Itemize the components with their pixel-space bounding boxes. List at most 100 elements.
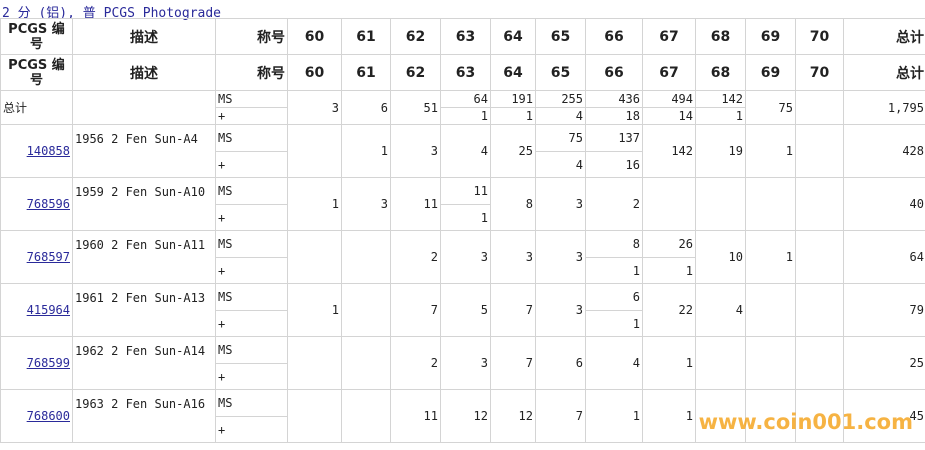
grade-70-count: [795, 389, 844, 443]
coin-description: 1961 2 Fen Sun-A13: [72, 283, 216, 337]
grade-66-count: 1: [585, 389, 643, 443]
grade-63-count: 12: [440, 389, 491, 443]
grade-62-count: 2: [390, 230, 441, 284]
header-grade-60[interactable]: 60: [287, 18, 342, 55]
pcgs-number-link[interactable]: 768597: [26, 250, 70, 264]
header-grade-64[interactable]: 64: [490, 18, 536, 55]
header-grade-61[interactable]: 61: [341, 18, 391, 55]
grade-60-count: 3: [287, 90, 342, 125]
header-row: PCGS 编号 描述 称号 60 61 62 63 64 65 66 67 68 69 70 总计: [0, 54, 925, 91]
grade-62-count: 7: [390, 283, 441, 337]
header-grade-69[interactable]: 69: [745, 54, 796, 91]
table-row: 768599 1962 2 Fen Sun-A14 MS 2 3 7 6 4 1 25: [0, 336, 925, 390]
header-grade-65[interactable]: 65: [535, 18, 586, 55]
pcgs-number: 768597: [0, 230, 73, 284]
header-grade-64[interactable]: 64: [490, 54, 536, 91]
header-grade-63[interactable]: 63: [440, 18, 491, 55]
grade-65-plus-count: 4: [535, 107, 586, 125]
pcgs-number-link[interactable]: 768596: [26, 197, 70, 211]
grade-63-count: 3: [440, 230, 491, 284]
header-grade-69[interactable]: 69: [745, 18, 796, 55]
coin-description: 1963 2 Fen Sun-A16: [72, 389, 216, 443]
designation-ms: MS: [215, 124, 288, 152]
header-grade-65[interactable]: 65: [535, 54, 586, 91]
header-description[interactable]: 描述: [72, 18, 216, 55]
header-grade-63[interactable]: 63: [440, 54, 491, 91]
coin-description: 1959 2 Fen Sun-A10: [72, 177, 216, 231]
grade-67-count: 22: [642, 283, 696, 337]
header-designation[interactable]: 称号: [215, 18, 288, 55]
page-title-link[interactable]: 2 分 (铝), 普 PCGS Photograde: [2, 6, 222, 21]
header-grade-68[interactable]: 68: [695, 18, 746, 55]
header-designation[interactable]: 称号: [215, 54, 288, 91]
grade-62-count: 2: [390, 336, 441, 390]
header-description[interactable]: 描述: [72, 54, 216, 91]
header-row: PCGS 编号 描述 称号 60 61 62 63 64 65 66 67 68 69 70 总计: [0, 18, 925, 55]
grade-60-count: 1: [287, 177, 342, 231]
grade-70-count: [795, 283, 844, 337]
coin-description: 1960 2 Fen Sun-A11: [72, 230, 216, 284]
grade-62-count: 11: [390, 389, 441, 443]
grade-64-count: 12: [490, 389, 536, 443]
grade-64-count: 7: [490, 336, 536, 390]
table-row-plus: +1: [1, 204, 925, 231]
header-grade-66[interactable]: 66: [585, 54, 643, 91]
grade-70-count: [795, 336, 844, 390]
grade-69-count: 75: [745, 90, 796, 125]
header-grade-70[interactable]: 70: [795, 18, 844, 55]
grade-68-count: 142: [695, 90, 746, 108]
row-total: 45: [843, 389, 925, 443]
population-table: PCGS 编号 描述 称号 60 61 62 63 64 65 66 67 68 69 70 总计 PCGS …: [0, 18, 925, 443]
pcgs-number: 415964: [0, 283, 73, 337]
coin-description: 1962 2 Fen Sun-A14: [72, 336, 216, 390]
designation-plus: +: [215, 363, 288, 390]
grade-63-count: 4: [440, 124, 491, 178]
header-total[interactable]: 总计: [843, 54, 925, 91]
total-label: 总计: [0, 90, 73, 125]
grade-65-count: 3: [535, 177, 586, 231]
watermark: www.coin001.com: [698, 410, 913, 434]
grade-70-count: [795, 90, 844, 125]
header-grade-66[interactable]: 66: [585, 18, 643, 55]
grade-61-count: [341, 389, 391, 443]
header-grade-62[interactable]: 62: [390, 54, 441, 91]
designation-ms: MS: [215, 336, 288, 364]
grade-60-count: [287, 336, 342, 390]
grade-69-count: 1: [745, 230, 796, 284]
header-grade-70[interactable]: 70: [795, 54, 844, 91]
header-grade-61[interactable]: 61: [341, 54, 391, 91]
grade-67-count: 1: [642, 336, 696, 390]
designation-plus: +: [215, 204, 288, 231]
grade-63-count: 11: [440, 177, 491, 205]
pcgs-number-link[interactable]: 768600: [26, 409, 70, 423]
grade-66-count: 4: [585, 336, 643, 390]
pcgs-number-link[interactable]: 768599: [26, 356, 70, 370]
header-pcgs[interactable]: PCGS 编号: [0, 54, 73, 91]
pcgs-number-link[interactable]: 140858: [26, 144, 70, 158]
row-total: 428: [843, 124, 925, 178]
grade-64-count: 191: [490, 90, 536, 108]
designation-plus: +: [215, 107, 288, 125]
pcgs-number: 768599: [0, 336, 73, 390]
designation-plus: +: [215, 257, 288, 284]
coin-description: [72, 90, 216, 125]
header-pcgs[interactable]: PCGS 编号: [0, 18, 73, 55]
grade-66-count: 6: [585, 283, 643, 311]
header-total[interactable]: 总计: [843, 18, 925, 55]
header-grade-62[interactable]: 62: [390, 18, 441, 55]
designation-plus: +: [215, 151, 288, 178]
grade-65-count: 75: [535, 124, 586, 152]
grade-69-count: [745, 177, 796, 231]
pcgs-number: 140858: [0, 124, 73, 178]
pcgs-number-link[interactable]: 415964: [26, 303, 70, 317]
grade-67-count: 494: [642, 90, 696, 108]
grade-66-plus-count: 1: [585, 310, 643, 337]
grade-66-plus-count: 1: [585, 257, 643, 284]
pcgs-number: 768596: [0, 177, 73, 231]
header-grade-67[interactable]: 67: [642, 18, 696, 55]
header-grade-68[interactable]: 68: [695, 54, 746, 91]
header-grade-60[interactable]: 60: [287, 54, 342, 91]
header-grade-67[interactable]: 67: [642, 54, 696, 91]
grade-66-count: 8: [585, 230, 643, 258]
coin-description: 1956 2 Fen Sun-A4: [72, 124, 216, 178]
